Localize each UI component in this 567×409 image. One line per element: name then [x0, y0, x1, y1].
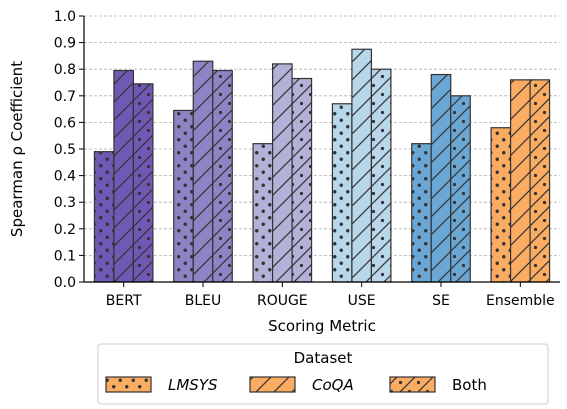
bar-bert-lmsys [93, 151, 115, 283]
legend-label-lmsys: LMSYS [168, 376, 218, 394]
bar-use-both [370, 68, 392, 283]
bar-ensemble-coqa [509, 79, 531, 283]
legend-swatch-coqa [249, 376, 296, 393]
bar-rouge-coqa [271, 63, 293, 283]
bar-bert-both [132, 83, 154, 283]
x-tick-label: BLEU [185, 293, 222, 309]
x-tick-label: SE [432, 293, 450, 309]
bar-rouge-both [291, 77, 313, 283]
y-tick-label: 0.8 [54, 62, 76, 78]
y-tick-label: 0.0 [54, 275, 76, 291]
y-axis-title: Spearman ρ Coefficient [8, 61, 26, 237]
bar-bleu-both [212, 69, 233, 283]
y-tick-label: 0.4 [54, 169, 76, 185]
y-tick-label: 1.0 [54, 9, 76, 25]
legend-swatch-lmsys [105, 376, 152, 393]
y-tick-label: 0.3 [54, 195, 76, 211]
axes: BERT BLEU ROUGE USE SE Ensemble 0.0 0.1 0.2 0.3 0.… [54, 9, 560, 309]
legend: Dataset LMSYS CoQA Both [97, 343, 549, 405]
bar-bert-coqa [113, 69, 135, 283]
bar-se-coqa [430, 73, 452, 283]
legend-label-both: Both [452, 376, 487, 394]
bar-bleu-lmsys [173, 109, 194, 283]
y-tick-label: 0.6 [54, 115, 76, 131]
y-tick-label: 0.2 [54, 222, 76, 238]
bar-bleu-coqa [192, 60, 214, 283]
bars [93, 48, 551, 283]
x-axis-title: Scoring Metric [268, 317, 376, 335]
x-tick-label: Ensemble [486, 293, 555, 309]
y-tick-label: 0.7 [54, 89, 76, 105]
bar-ensemble-both [529, 79, 551, 283]
y-tick-label: 0.1 [54, 248, 76, 264]
bar-use-lmsys [331, 103, 353, 283]
y-tick-label: 0.9 [54, 36, 76, 52]
bar-se-both [450, 95, 471, 283]
legend-title: Dataset [294, 349, 353, 367]
y-tick-label: 0.5 [54, 142, 76, 158]
x-tick-label: USE [348, 293, 376, 309]
bar-ensemble-lmsys [490, 127, 512, 283]
x-tick-label: BERT [106, 293, 142, 309]
legend-swatch-both [389, 376, 436, 393]
bar-rouge-lmsys [252, 143, 274, 283]
x-tick-label: ROUGE [257, 293, 308, 309]
legend-label-coqa: CoQA [312, 376, 354, 394]
grid-lines [84, 15, 560, 256]
bar-se-lmsys [411, 143, 432, 283]
bar-use-coqa [351, 48, 373, 283]
